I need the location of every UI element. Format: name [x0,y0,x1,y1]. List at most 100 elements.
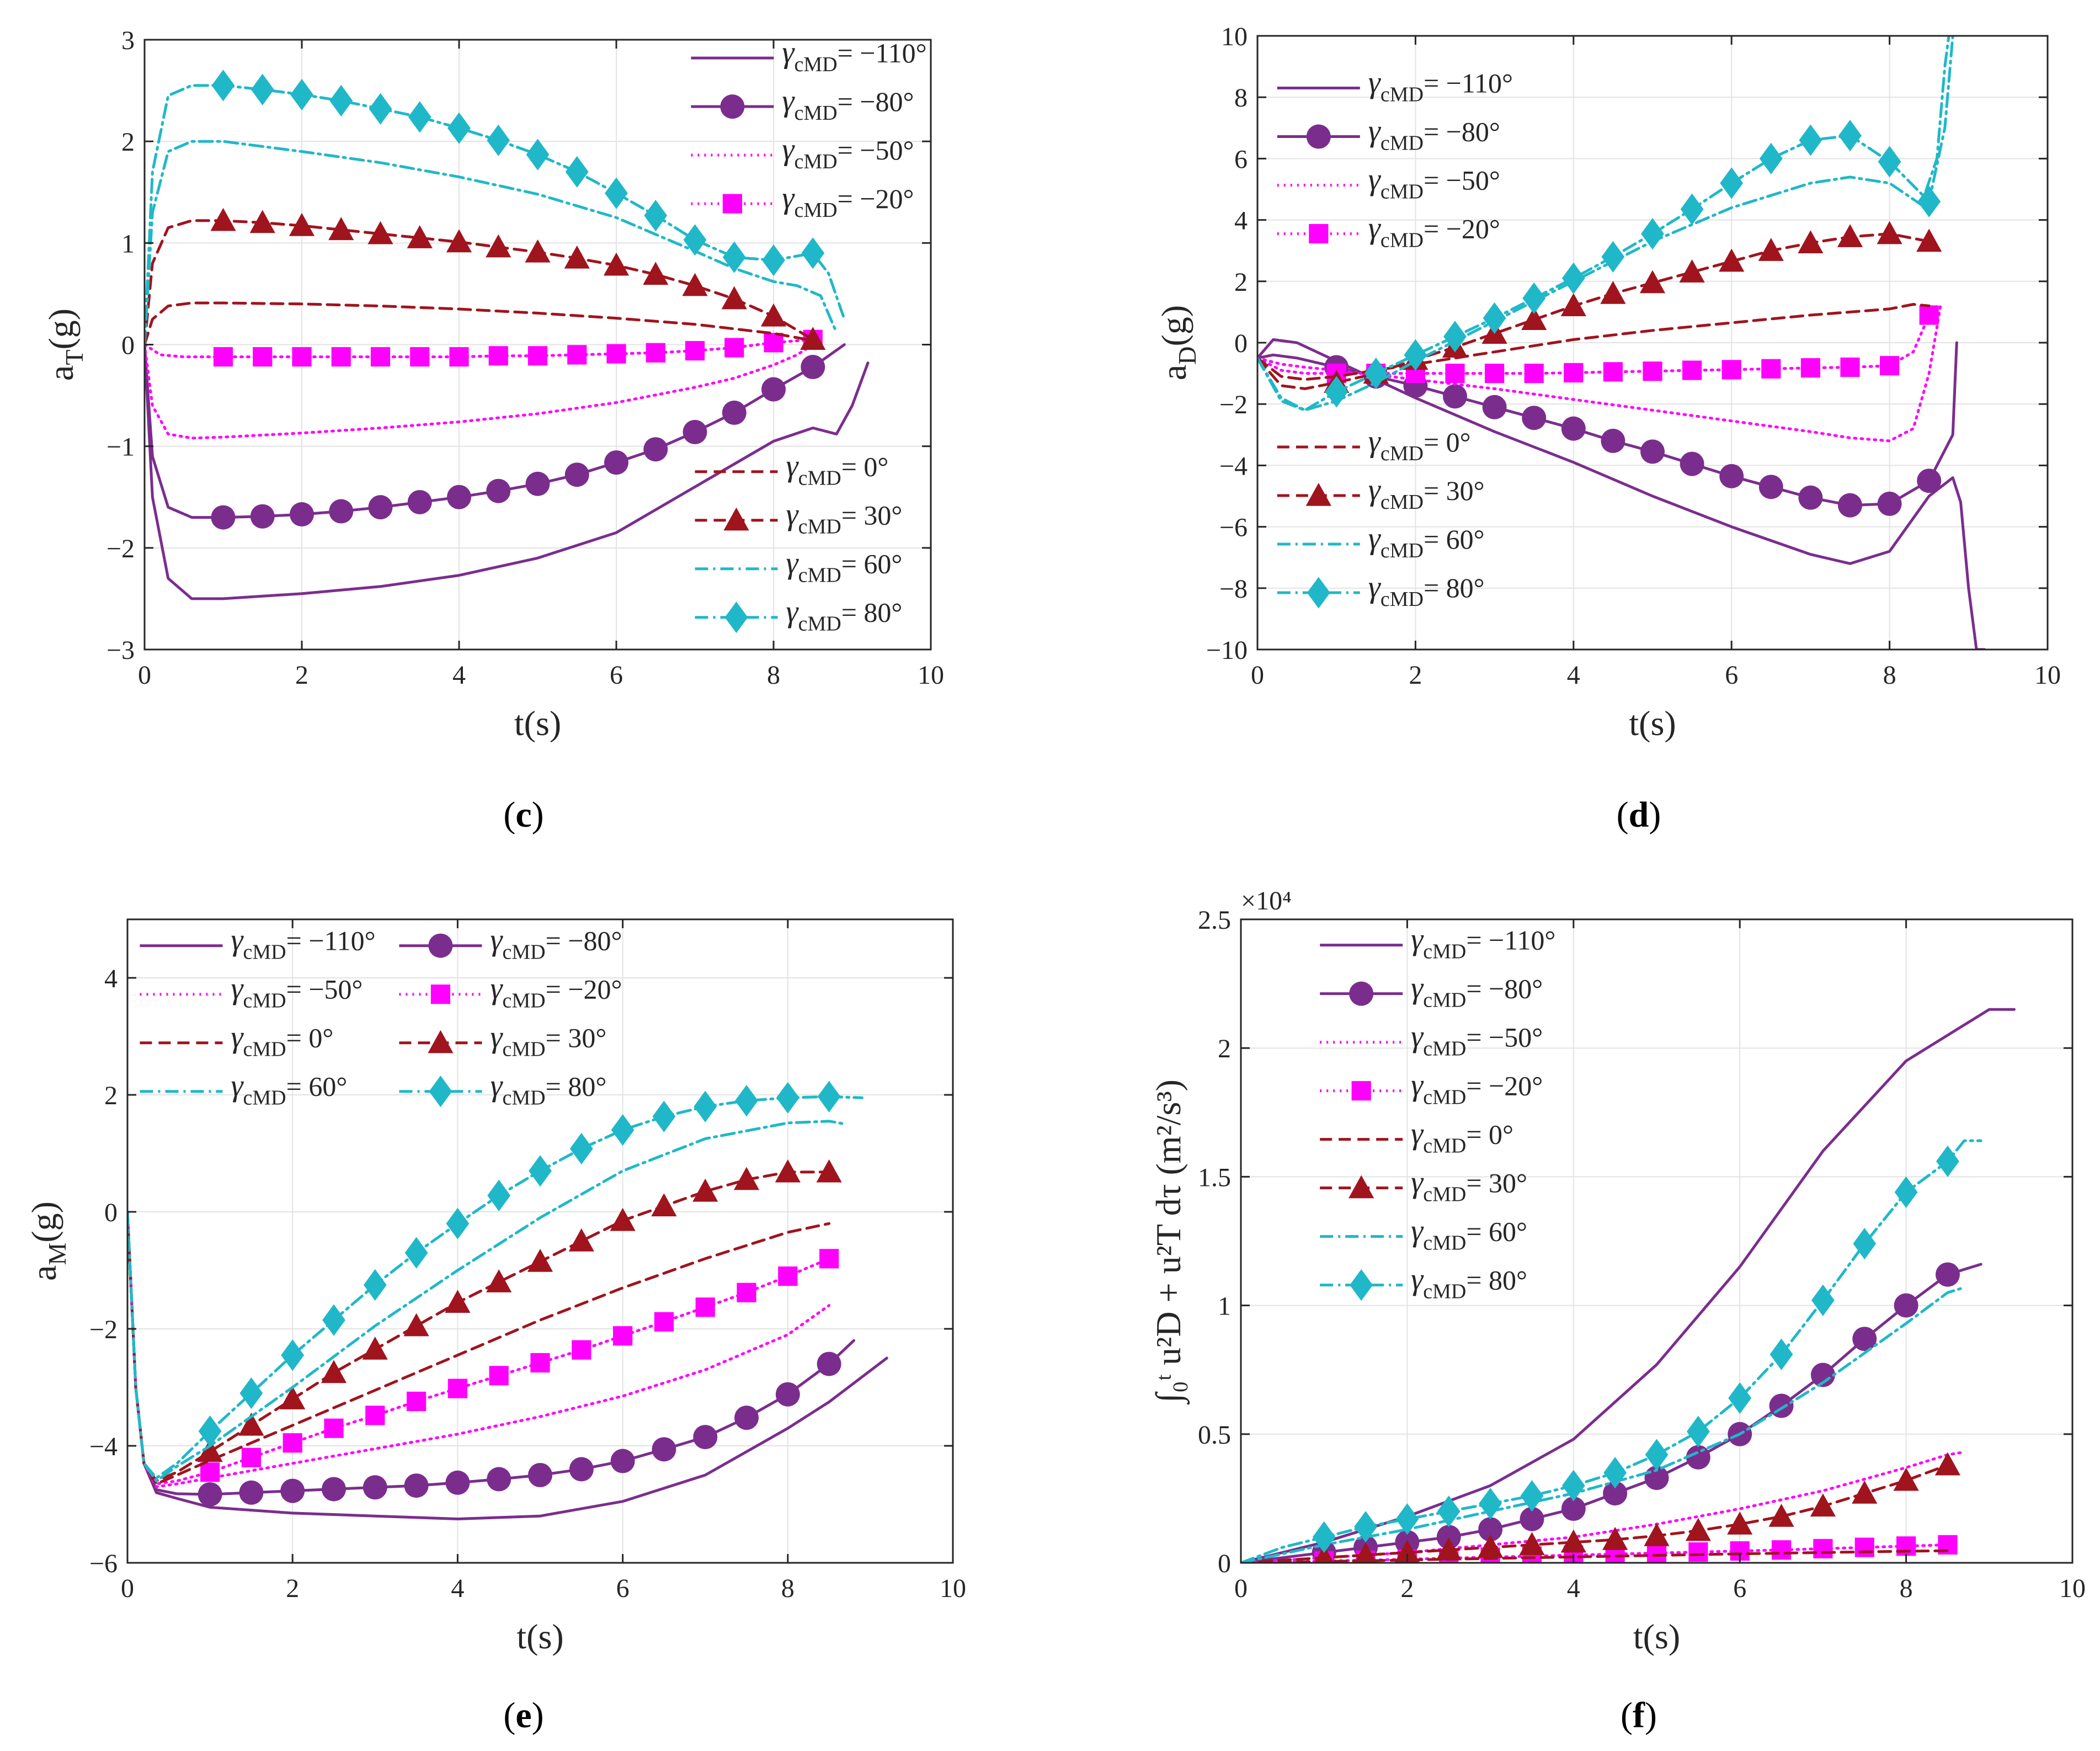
data-point-s80p [529,1155,552,1187]
data-point-s30 [800,327,826,350]
data-point-s80p [1645,1439,1669,1471]
data-point-s30 [721,286,747,310]
y-tick-label: 2 [104,1081,118,1110]
data-point-s20 [778,1266,798,1286]
y-tick-label: −2 [106,534,135,563]
data-point-s20 [530,1353,550,1373]
data-point-s30 [1521,307,1547,330]
data-point-s30 [1602,1526,1628,1550]
data-point-s80p [652,1100,676,1132]
data-point-s20 [1813,1539,1833,1558]
data-point-s30 [568,1228,594,1252]
legend-label: γcMD= −20° [490,972,622,1013]
data-point-s80p [198,1415,222,1447]
data-point-s80p [1769,1338,1793,1370]
data-point-s80p [1404,339,1427,371]
data-point-s80p [329,84,353,117]
data-point-s20 [724,338,744,358]
panel-caption: (e) [503,1695,543,1736]
data-point-s80p [1395,1503,1419,1535]
y-tick-label: −4 [1219,451,1248,481]
data-point-s30 [1719,248,1745,272]
data-point-s20 [654,1312,674,1332]
data-point-s20 [1771,1540,1792,1560]
legend-entry-s30: γcMD= 30° [695,498,902,539]
y-tick-label: 4 [104,964,118,993]
data-point-s30 [775,1159,801,1183]
data-point-s80p [446,1207,470,1239]
data-point-s20 [1524,364,1544,384]
legend-marker-s80 [1349,981,1374,1006]
data-point-s20 [685,340,705,361]
data-point-s80 [652,1437,676,1462]
data-point-s20 [1896,1536,1916,1556]
data-point-s30 [1758,238,1784,261]
data-point-s30 [1877,221,1902,244]
data-point-s80p [211,70,235,102]
data-point-s30 [651,1193,677,1217]
data-point-s80p [762,244,785,276]
data-point-s30 [1934,1452,1961,1476]
data-point-s30 [446,229,472,253]
x-tick-label: 6 [610,661,623,690]
data-point-s30 [643,262,669,285]
data-point-s80 [1798,485,1823,510]
data-point-s80 [564,462,589,487]
y-tick-label: 4 [1234,206,1248,236]
legend-entry-s110: γcMD= −110° [1277,66,1513,107]
legend-marker-s80 [720,94,745,119]
series-line-s80p [127,1095,864,1479]
legend-marker-s30 [723,507,749,531]
series-line-s110 [145,343,870,600]
data-point-s80p [1312,1521,1336,1553]
data-point-s80 [683,419,707,444]
data-point-s80p [447,112,471,144]
data-point-s80p [1894,1176,1918,1208]
data-point-s20 [1646,1543,1667,1563]
y-axis-label: aM(g) [24,1201,71,1281]
series-line-s50 [127,1210,831,1488]
y-tick-label: −2 [89,1315,118,1344]
data-point-s80p [1680,193,1704,225]
data-point-s80 [1852,1327,1877,1351]
data-point-s20 [447,1379,467,1398]
legend: γcMD= 0° γcMD= 30° γcMD= 60° γcMD= 80° [695,449,902,636]
data-point-s20 [646,343,665,363]
legend-entry-s0: γcMD= 0° [695,449,888,490]
data-point-s80 [1443,384,1467,409]
x-tick-label: 4 [1567,1574,1580,1603]
data-point-s80p [1325,376,1349,408]
data-point-s80p [526,139,550,171]
data-point-s80p [1364,358,1388,390]
series-line-s30 [127,1170,831,1483]
legend-entry-s20: γcMD= −20° [399,972,622,1013]
data-point-s80 [1719,464,1744,488]
legend-entry-s80p: γcMD= 80° [1320,1263,1527,1303]
data-point-s80p [735,1085,758,1117]
data-point-s30 [1810,1493,1836,1517]
data-point-s80 [1769,1393,1794,1418]
legend-marker-s80 [1306,124,1331,149]
legend-entry-s60: γcMD= 60° [140,1069,347,1110]
legend-marker-s20 [430,984,451,1004]
legend-entry-s20: γcMD= −20° [1277,211,1500,252]
x-tick-label: 2 [1400,1574,1414,1603]
legend-label: γcMD= −20° [1411,1068,1543,1109]
x-tick-label: 0 [138,661,151,690]
data-point-s80 [1877,491,1902,516]
data-point-s80p [290,78,313,111]
data-point-s20 [1445,364,1465,384]
x-tick-label: 8 [1883,661,1896,690]
y-tick-label: 6 [1234,145,1248,174]
data-point-s80p [408,101,431,133]
data-point-s30 [1798,230,1824,253]
legend-entry-s80: γcMD= −80° [691,84,914,125]
data-point-s20 [407,1391,427,1412]
data-point-s20 [527,346,548,366]
y-tick-label: 0 [121,331,135,360]
data-point-s30 [1852,1480,1878,1504]
y-tick-label: 2 [121,127,135,157]
data-point-s30 [1519,1532,1545,1556]
data-point-s80p [565,156,589,188]
